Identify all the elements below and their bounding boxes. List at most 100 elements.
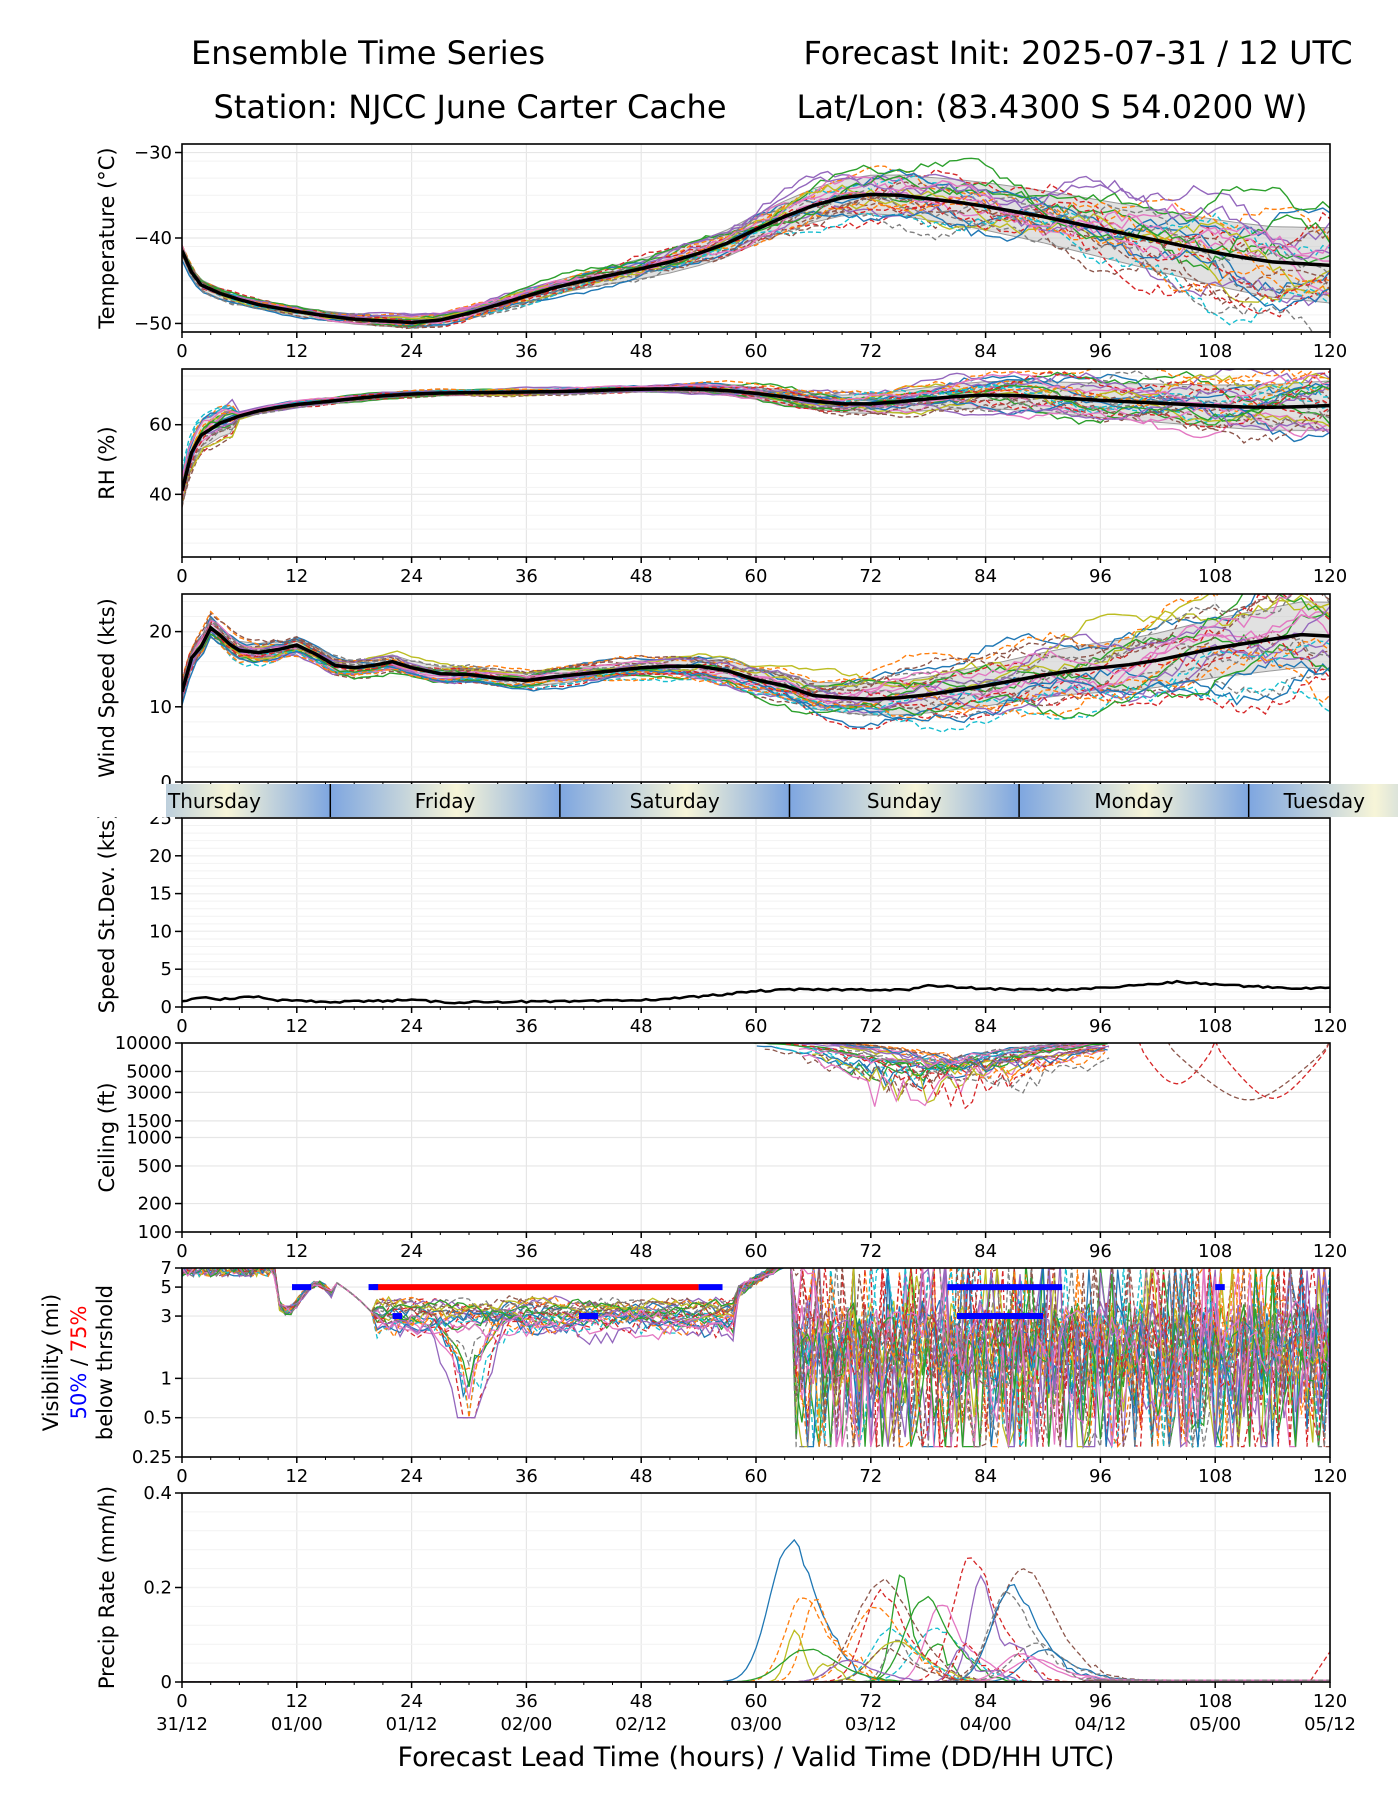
x-tick-label: 84 (974, 341, 997, 362)
x-tick-label: 24 (400, 1241, 423, 1262)
x-tick-label: 0 (176, 341, 187, 362)
ensemble-member (182, 1590, 1330, 1682)
x-tick-label: 36 (515, 1466, 538, 1487)
x-tick-label: 12 (285, 1691, 308, 1712)
x-tick-label: 72 (859, 1691, 882, 1712)
x-date-label: 05/00 (1189, 1714, 1241, 1735)
day-strip: Friday Saturday Sunday Monday Tuesday Thursda… (0, 784, 1400, 817)
y-axis-label: Ceiling (ft) (95, 1082, 119, 1192)
y-tick-label: 0.25 (132, 1447, 172, 1468)
x-tick-label: 24 (400, 1466, 423, 1487)
x-tick-label: 60 (745, 1016, 768, 1037)
day-label: Monday (1094, 789, 1173, 813)
ensemble-member (182, 389, 1330, 489)
x-tick-label: 12 (285, 341, 308, 362)
x-date-label: 31/12 (156, 1714, 208, 1735)
y-tick-label: 5 (161, 1277, 172, 1298)
x-tick-label: 96 (1089, 1016, 1112, 1037)
plot-area (748, 1043, 1330, 1110)
x-tick-label: 84 (974, 1691, 997, 1712)
x-tick-label: 36 (515, 1691, 538, 1712)
x-tick-label: 120 (1313, 1466, 1347, 1487)
x-tick-label: 108 (1198, 1016, 1232, 1037)
x-date-label: 01/12 (386, 1714, 438, 1735)
y-axis-label: Speed St.Dev. (kts) (95, 812, 119, 1014)
y-tick-label: 0 (161, 1672, 172, 1693)
x-tick-label: 72 (859, 1466, 882, 1487)
x-tick-label: 48 (630, 1241, 653, 1262)
day-cell (559, 784, 790, 817)
station-name: Station: NJCC June Carter Cache (214, 88, 727, 126)
x-date-label: 04/00 (960, 1714, 1012, 1735)
x-tick-label: 72 (859, 341, 882, 362)
y-tick-label: 0 (161, 772, 172, 793)
y-tick-label: 40 (149, 484, 172, 505)
ensemble-member (810, 1043, 1105, 1092)
x-tick-label: 84 (974, 1016, 997, 1037)
y-tick-label: 3 (161, 1306, 172, 1327)
ensemble-member (182, 198, 1330, 324)
x-tick-label: 60 (745, 341, 768, 362)
legend-sep: / (67, 1352, 91, 1372)
x-tick-label: 108 (1198, 566, 1232, 587)
ensemble-member (1167, 1043, 1330, 1101)
y-tick-label: −50 (134, 313, 172, 334)
y-tick-label: 10000 (115, 1033, 172, 1054)
x-date-label: 05/12 (1304, 1714, 1356, 1735)
ensemble-member (182, 594, 1330, 688)
x-tick-label: 36 (515, 566, 538, 587)
ensemble-member (182, 190, 1330, 324)
ensemble-member (200, 1268, 1328, 1447)
x-date-label: 02/12 (615, 1714, 667, 1735)
ensemble-mean (182, 192, 1330, 325)
legend-50: 50% (67, 1373, 91, 1420)
x-tick-label: 12 (285, 1466, 308, 1487)
ensemble-member (182, 370, 1330, 499)
x-tick-label: 72 (859, 1016, 882, 1037)
day-cell (330, 784, 560, 817)
ensemble-member (182, 630, 1330, 719)
y-axis-label: Temperature (°C) (95, 147, 119, 329)
ensemble-member (840, 1045, 1106, 1077)
y-tick-label: 0.4 (143, 1483, 172, 1504)
y-tick-label: 1500 (126, 1111, 172, 1132)
x-tick-label: 96 (1089, 566, 1112, 587)
ensemble-member (183, 1268, 1330, 1448)
y-tick-label: −30 (134, 143, 172, 164)
y-tick-label: 5 (161, 959, 172, 980)
x-tick-label: 120 (1313, 566, 1347, 587)
x-tick-label: 96 (1089, 1241, 1112, 1262)
panel-rh: 40 60 0 12 24 36 48 60 72 84 96 108 120 RH (%) (95, 368, 1347, 587)
x-tick-label: 120 (1313, 1016, 1347, 1037)
ensemble-member (807, 1043, 1108, 1073)
ensemble-member (182, 627, 1330, 711)
ensemble-member (182, 594, 1330, 690)
x-tick-label: 60 (745, 1691, 768, 1712)
ensemble-member (1215, 1043, 1330, 1099)
y-tick-label: 3000 (126, 1082, 172, 1103)
panels: −50−40−300 12 24 36 48 60 72 84 96 108 120Temperat… (0, 143, 1400, 1735)
minor-grid (182, 817, 1330, 1008)
x-tick-label: 108 (1198, 1466, 1232, 1487)
plot-area (182, 1268, 1330, 1449)
x-tick-label: 0 (176, 1691, 187, 1712)
ensemble-member (822, 1043, 1106, 1066)
stdev-line (182, 979, 1330, 1005)
y-tick-label: 500 (138, 1156, 172, 1177)
x-tick-label: 120 (1313, 1691, 1347, 1712)
panel-temperature: −50 −40 −30 0 12 24 36 48 60 72 84 96 108 120 Temperat… (95, 143, 1347, 362)
x-tick-label: 48 (630, 1691, 653, 1712)
y-axis-label: Wind Speed (kts) (95, 598, 119, 778)
threshold-legend-text: below thrshold (93, 1285, 117, 1440)
plot-area (182, 979, 1330, 1005)
x-tick-label: 48 (630, 341, 653, 362)
y-tick-label: 10 (149, 921, 172, 942)
ensemble-member (182, 635, 1330, 728)
y-tick-label: 1000 (126, 1128, 172, 1149)
legend-75: 75% (67, 1306, 91, 1353)
x-tick-label: 84 (974, 1466, 997, 1487)
x-tick-label: 60 (745, 566, 768, 587)
x-tick-label: 120 (1313, 341, 1347, 362)
x-tick-label: 120 (1313, 1241, 1347, 1262)
